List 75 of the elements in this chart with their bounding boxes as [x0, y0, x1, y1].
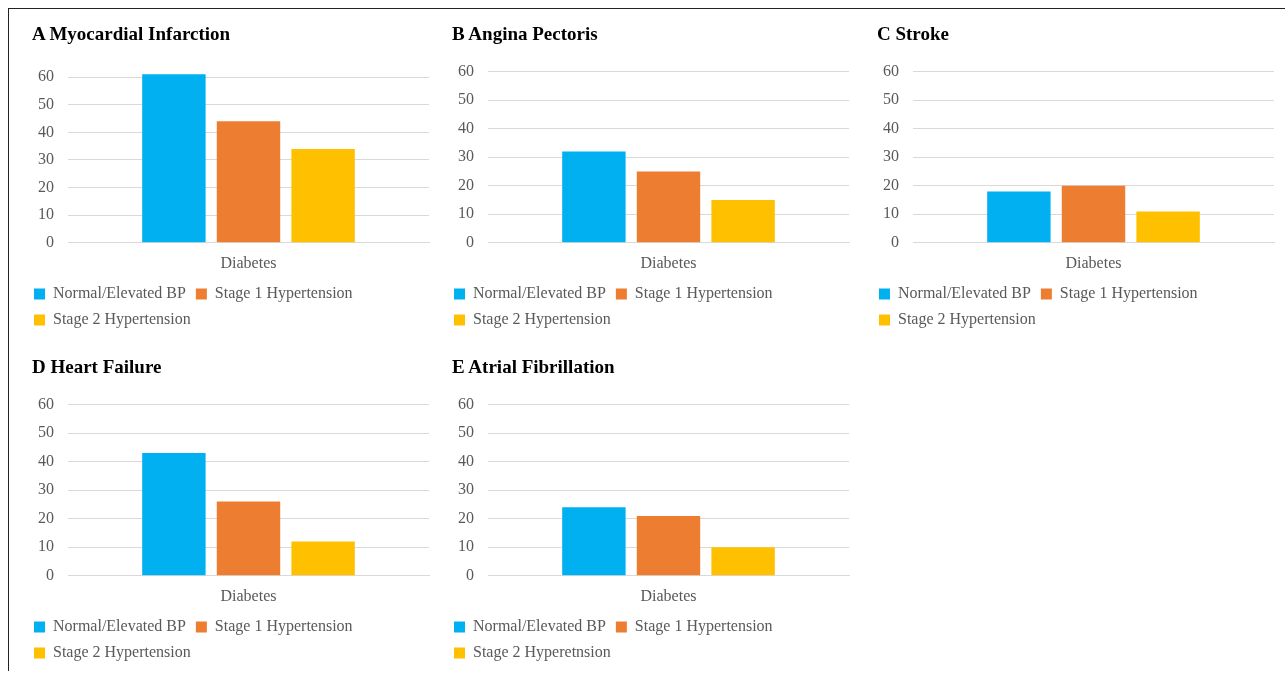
legend-label: Stage 1 Hypertension [214, 284, 353, 303]
y-tick-label: 10 [458, 537, 474, 555]
bar [1136, 211, 1200, 243]
legend-label: Stage 1 Hypertension [634, 284, 773, 303]
bar [562, 151, 626, 243]
x-tick-label: Diabetes [640, 586, 697, 604]
legend-label: Stage 2 Hypertension [473, 310, 611, 329]
bar [711, 200, 775, 243]
y-tick-label: 40 [883, 118, 899, 136]
bar [987, 191, 1051, 243]
y-tick-label: 30 [38, 150, 54, 168]
legend-label: Stage 2 Hypertension [53, 643, 191, 662]
bar [711, 547, 775, 576]
y-tick-label: 50 [458, 90, 474, 108]
y-tick-label: 60 [458, 61, 474, 79]
legend-label: Normal/Elevated BP [898, 284, 1031, 302]
legend-label: Normal/Elevated BP [473, 617, 606, 635]
y-tick-label: 30 [458, 480, 474, 498]
bar [291, 541, 355, 576]
y-tick-label: 10 [883, 204, 899, 222]
chart-title: E Atrial Fibrillation [451, 355, 616, 379]
y-tick-label: 50 [38, 94, 54, 112]
y-tick-label: 60 [38, 394, 54, 412]
y-tick-label: 40 [38, 451, 54, 469]
bar [1061, 185, 1126, 243]
y-tick-label: 0 [466, 566, 474, 583]
bar [216, 501, 281, 576]
legend-label: Stage 2 Hypertension [53, 310, 191, 329]
bar [216, 121, 281, 243]
y-tick-label: 20 [458, 508, 474, 526]
legend-label: Stage 1 Hypertension [1059, 284, 1198, 303]
chart-title: A Myocardial Infarction [31, 22, 232, 46]
y-tick-label: 0 [46, 233, 54, 250]
legend-label: Normal/Elevated BP [53, 284, 186, 302]
y-tick-label: 50 [883, 90, 899, 108]
legend-label: Stage 2 Hypertension [898, 310, 1036, 329]
legend-label: Normal/Elevated BP [53, 617, 186, 635]
y-tick-label: 30 [458, 147, 474, 165]
y-tick-label: 0 [891, 233, 899, 250]
y-tick-label: 10 [458, 204, 474, 222]
bar [142, 74, 206, 243]
x-tick-label: Diabetes [220, 586, 277, 604]
y-tick-label: 40 [458, 118, 474, 136]
bar [636, 515, 701, 576]
y-tick-label: 10 [38, 537, 54, 555]
y-tick-label: 0 [46, 566, 54, 583]
y-tick-label: 60 [38, 67, 54, 85]
y-tick-label: 60 [883, 61, 899, 79]
y-tick-label: 20 [883, 175, 899, 193]
legend-label: Normal/Elevated BP [473, 284, 606, 302]
bar [562, 507, 626, 576]
legend-label: Stage 2 Hyperetnsion [473, 643, 611, 662]
chart-title: B Angina Pectoris [451, 22, 599, 46]
x-tick-label: Diabetes [220, 253, 277, 271]
y-tick-label: 10 [38, 205, 54, 223]
y-tick-label: 30 [38, 480, 54, 498]
y-tick-label: 40 [458, 451, 474, 469]
x-tick-label: Diabetes [1065, 253, 1122, 271]
y-tick-label: 20 [38, 508, 54, 526]
bar [142, 453, 206, 576]
chart-title: D Heart Failure [31, 355, 163, 379]
legend-label: Stage 1 Hypertension [634, 617, 773, 636]
y-tick-label: 50 [38, 423, 54, 441]
bar [636, 171, 701, 243]
y-tick-label: 20 [458, 175, 474, 193]
y-tick-label: 40 [38, 122, 54, 140]
x-tick-label: Diabetes [640, 253, 697, 271]
chart-title: C Stroke [876, 22, 950, 46]
y-tick-label: 50 [458, 423, 474, 441]
legend-label: Stage 1 Hypertension [214, 617, 353, 636]
y-tick-label: 60 [458, 394, 474, 412]
y-tick-label: 0 [466, 233, 474, 250]
y-tick-label: 30 [883, 147, 899, 165]
y-tick-label: 20 [38, 177, 54, 195]
bar [291, 148, 355, 243]
